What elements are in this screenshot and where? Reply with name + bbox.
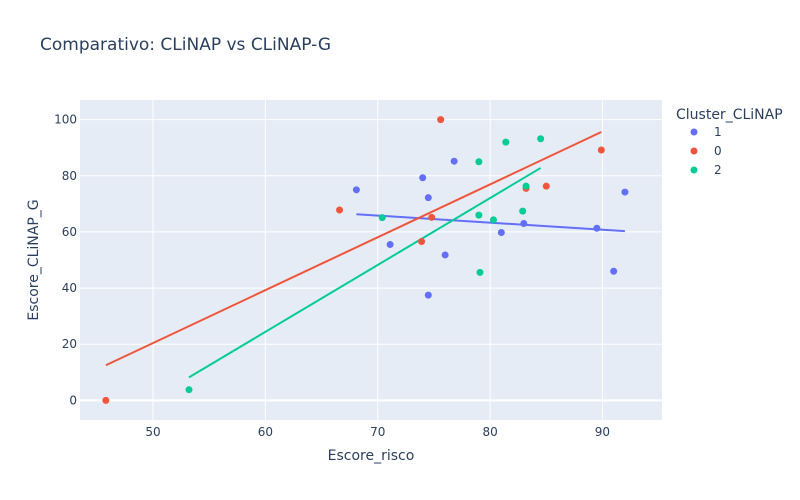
point-series-1[interactable]: [610, 267, 618, 275]
point-series-1[interactable]: [424, 194, 432, 202]
legend-marker: [690, 166, 698, 174]
point-series-1[interactable]: [520, 220, 528, 228]
tick-labels: 50 60 70 80 90 0 20 40 60 80 100: [54, 113, 610, 439]
plot-area: [80, 100, 662, 420]
x-tick-label: 90: [595, 425, 610, 439]
legend[interactable]: Cluster_CLiNAP 1 0 2: [676, 107, 783, 177]
chart-title: Comparativo: CLiNAP vs CLiNAP-G: [40, 35, 331, 55]
y-tick-label: 60: [62, 225, 77, 239]
point-series-2[interactable]: [185, 386, 193, 394]
point-series-2[interactable]: [502, 138, 510, 146]
y-axis-title: Escore_CLiNAP_G: [26, 199, 42, 320]
point-series-2[interactable]: [475, 158, 483, 166]
trendlines: [105, 131, 625, 379]
legend-item-1[interactable]: 1: [690, 125, 722, 139]
point-series-2[interactable]: [378, 214, 386, 222]
point-series-0[interactable]: [418, 237, 426, 245]
legend-label: 2: [714, 163, 722, 177]
x-tick-label: 70: [370, 425, 385, 439]
legend-marker: [690, 147, 698, 155]
point-series-1[interactable]: [386, 241, 394, 249]
point-series-0[interactable]: [428, 213, 436, 221]
y-tick-label: 0: [69, 393, 77, 407]
point-series-2[interactable]: [522, 182, 530, 190]
y-tick-label: 40: [62, 281, 77, 295]
point-series-1[interactable]: [419, 174, 427, 182]
x-tick-label: 50: [145, 425, 160, 439]
data-points: [102, 116, 629, 404]
point-series-1[interactable]: [450, 157, 458, 165]
point-series-1[interactable]: [593, 224, 601, 232]
legend-label: 0: [714, 144, 722, 158]
legend-item-2[interactable]: 2: [690, 163, 722, 177]
point-series-2[interactable]: [519, 207, 527, 215]
point-series-1[interactable]: [441, 251, 449, 259]
y-tick-label: 80: [62, 169, 77, 183]
legend-marker: [690, 128, 698, 136]
x-tick-label: 60: [258, 425, 273, 439]
point-series-1[interactable]: [497, 228, 505, 236]
y-tick-label: 20: [62, 337, 77, 351]
point-series-1[interactable]: [352, 186, 360, 194]
point-series-0[interactable]: [437, 116, 445, 124]
point-series-2[interactable]: [537, 135, 545, 143]
point-series-0[interactable]: [102, 396, 110, 404]
point-series-1[interactable]: [424, 291, 432, 299]
point-series-0[interactable]: [542, 182, 550, 190]
y-tick-label: 100: [54, 113, 77, 127]
point-series-2[interactable]: [476, 268, 484, 276]
point-series-1[interactable]: [621, 188, 629, 196]
point-series-2[interactable]: [489, 216, 497, 224]
grid: [80, 100, 662, 420]
legend-item-0[interactable]: 0: [690, 144, 722, 158]
point-series-0[interactable]: [336, 206, 344, 214]
point-series-0[interactable]: [597, 146, 605, 154]
legend-label: 1: [714, 125, 722, 139]
legend-title: Cluster_CLiNAP: [676, 107, 783, 123]
trendline-series-2: [188, 167, 542, 379]
point-series-2[interactable]: [475, 211, 483, 219]
x-tick-label: 80: [482, 425, 497, 439]
trendline-series-0: [105, 131, 602, 367]
trendline-series-1: [356, 213, 625, 233]
x-axis-title: Escore_risco: [328, 448, 415, 464]
